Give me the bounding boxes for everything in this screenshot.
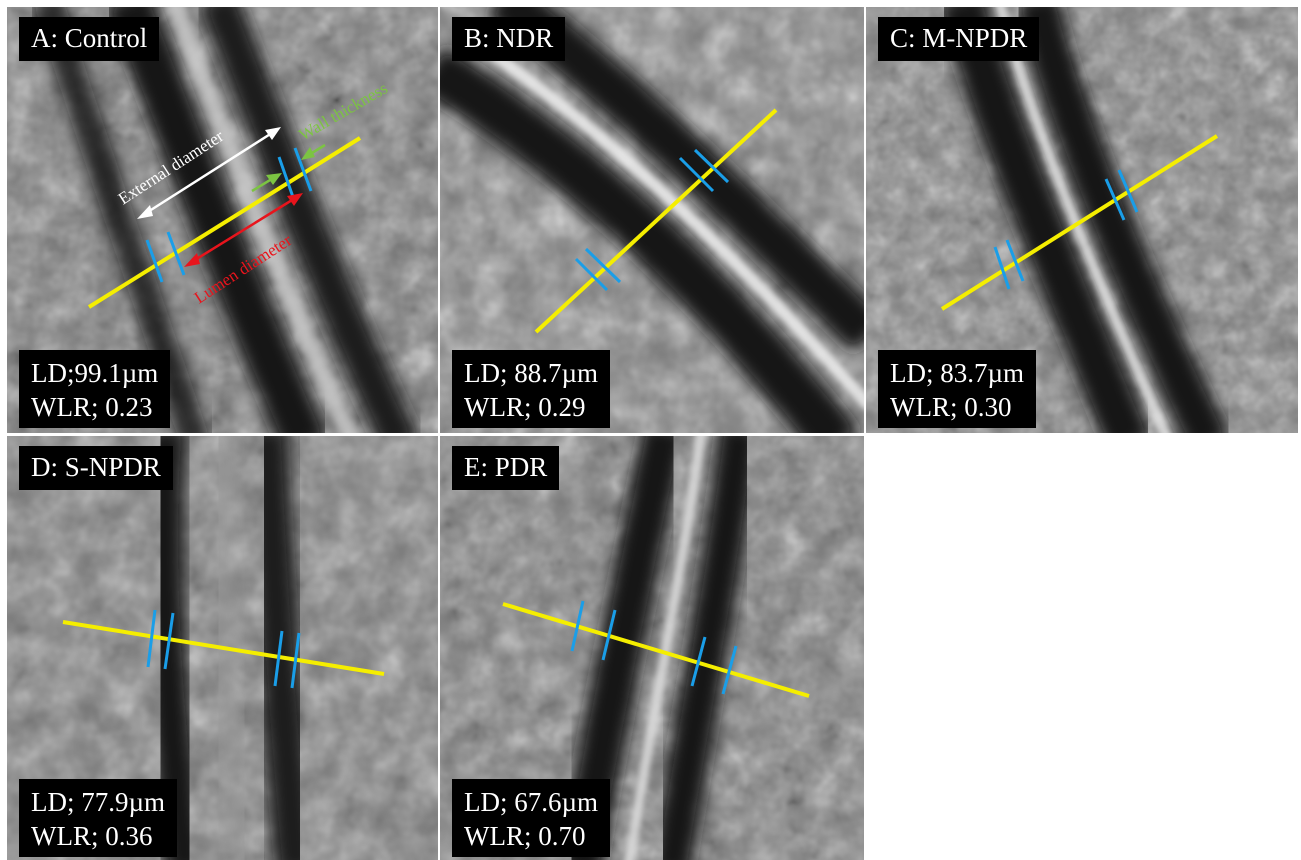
- ld-label: LD;: [31, 358, 75, 388]
- wlr-label: WLR;: [464, 821, 532, 851]
- ld-label: LD;: [31, 787, 75, 817]
- wlr-value: 0.29: [538, 392, 586, 422]
- ld-label: LD;: [464, 787, 508, 817]
- panel-c-measurements: LD; 83.7µm WLR; 0.30: [878, 350, 1037, 428]
- ld-line: LD;99.1µm: [31, 356, 158, 390]
- wlr-value: 0.23: [105, 392, 153, 422]
- panel-a-title: A: Control: [19, 17, 160, 61]
- panel-c-title: C: M-NPDR: [878, 17, 1040, 61]
- wlr-value: 0.30: [964, 392, 1012, 422]
- wlr-line: WLR; 0.70: [464, 819, 598, 853]
- panel-d-measurements: LD; 77.9µm WLR; 0.36: [19, 779, 178, 857]
- ld-line: LD; 67.6µm: [464, 785, 598, 819]
- ld-value: 99.1µm: [74, 358, 159, 388]
- wlr-line: WLR; 0.29: [464, 390, 598, 424]
- panel-d: D: S-NPDR LD; 77.9µm WLR; 0.36: [7, 436, 438, 860]
- ld-line: LD; 77.9µm: [31, 785, 165, 819]
- wlr-value: 0.36: [105, 821, 153, 851]
- wlr-line: WLR; 0.23: [31, 390, 158, 424]
- wlr-label: WLR;: [31, 392, 99, 422]
- wlr-line: WLR; 0.30: [890, 390, 1024, 424]
- wall-marks: [146, 609, 301, 689]
- ld-label: LD;: [890, 358, 934, 388]
- profile-line: [940, 134, 1219, 311]
- panel-d-title: D: S-NPDR: [19, 446, 173, 490]
- profile-line: [502, 602, 810, 698]
- panel-b-measurements: LD; 88.7µm WLR; 0.29: [452, 350, 611, 428]
- empty-area: [866, 436, 1301, 860]
- wlr-line: WLR; 0.36: [31, 819, 165, 853]
- panel-e-title: E: PDR: [452, 446, 560, 490]
- panel-a: External diameter Wall thickness Lumen d…: [7, 7, 438, 433]
- panel-c: C: M-NPDR LD; 83.7µm WLR; 0.30: [866, 7, 1298, 433]
- profile-line: [62, 620, 385, 676]
- wall-marks: [570, 600, 738, 695]
- wlr-label: WLR;: [890, 392, 958, 422]
- ld-value: 77.9µm: [81, 787, 166, 817]
- wlr-label: WLR;: [464, 392, 532, 422]
- panel-b-title: B: NDR: [452, 17, 566, 61]
- ld-value: 67.6µm: [514, 787, 599, 817]
- profile-line: [534, 108, 778, 334]
- profile-line: [87, 136, 362, 309]
- wlr-label: WLR;: [31, 821, 99, 851]
- panel-e-measurements: LD; 67.6µm WLR; 0.70: [452, 779, 611, 857]
- panel-b: B: NDR LD; 88.7µm WLR; 0.29: [440, 7, 864, 433]
- external-diameter-arrow: [137, 127, 281, 219]
- wall-marks: [993, 169, 1139, 290]
- panel-c-image: [866, 7, 1298, 433]
- ld-label: LD;: [464, 358, 508, 388]
- wall-marks: [574, 148, 730, 292]
- ld-value: 83.7µm: [940, 358, 1025, 388]
- wall-thickness-arrows: [251, 143, 326, 193]
- wall-marks: [145, 147, 313, 283]
- ld-line: LD; 88.7µm: [464, 356, 598, 390]
- ld-line: LD; 83.7µm: [890, 356, 1024, 390]
- panel-a-measurements: LD;99.1µm WLR; 0.23: [19, 350, 171, 428]
- panel-e: E: PDR LD; 67.6µm WLR; 0.70: [440, 436, 864, 860]
- lumen-diameter-arrow: [184, 193, 303, 267]
- ld-value: 88.7µm: [514, 358, 599, 388]
- wlr-value: 0.70: [538, 821, 586, 851]
